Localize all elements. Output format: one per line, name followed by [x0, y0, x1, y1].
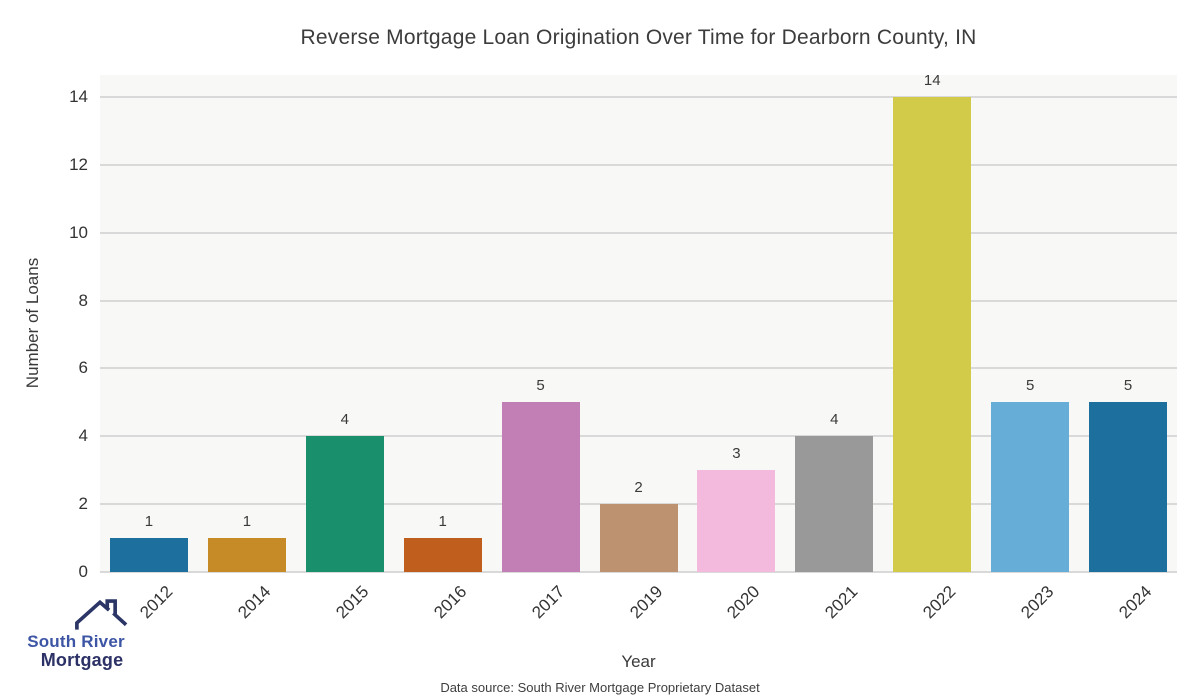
bar-2022	[893, 96, 972, 572]
bar-2023	[991, 402, 1070, 572]
logo-text-line2: Mortgage	[40, 649, 124, 670]
bar-value-label-2015: 4	[340, 411, 349, 429]
brand-logo: South River Mortgage	[16, 598, 136, 670]
xtick-label-2020: 2020	[723, 582, 764, 623]
x-axis-title: Year	[621, 652, 656, 671]
ytick-label-8: 8	[78, 290, 88, 310]
x-axis-line	[100, 571, 1177, 573]
logo-text-line1: South River	[27, 632, 125, 651]
gridline-y-10	[100, 231, 1177, 234]
xtick-label-2023: 2023	[1017, 582, 1058, 623]
xtick-label-2022: 2022	[919, 582, 960, 623]
ytick-label-12: 12	[69, 154, 88, 174]
bar-2014	[207, 538, 286, 572]
chart-title: Reverse Mortgage Loan Origination Over T…	[300, 26, 977, 49]
bar-2024	[1089, 402, 1168, 572]
bar-2015	[305, 436, 384, 572]
ytick-label-10: 10	[69, 222, 88, 242]
ytick-label-14: 14	[69, 86, 88, 106]
bar-value-label-2024: 5	[1123, 377, 1133, 395]
bar-2021	[795, 436, 874, 572]
ytick-label-6: 6	[78, 358, 88, 378]
xtick-label-2017: 2017	[527, 582, 569, 623]
ytick-label-2: 2	[78, 494, 88, 514]
bar-2012	[109, 538, 188, 572]
bar-value-label-2019: 2	[634, 479, 643, 497]
gridline-y-6	[100, 367, 1177, 370]
xtick-label-2016: 2016	[429, 582, 471, 623]
plot-area: 1 1 4 1 5 2 3 4 14 5 5	[100, 71, 1177, 573]
xtick-label-2012: 2012	[136, 582, 177, 623]
bar-value-label-2017: 5	[536, 377, 545, 395]
ytick-label-4: 4	[78, 426, 88, 446]
bar-2019	[599, 504, 678, 572]
bar-value-label-2014: 1	[242, 513, 252, 531]
xtick-label-2021: 2021	[821, 582, 862, 623]
bar-2020	[697, 470, 776, 572]
bar-value-label-2020: 3	[732, 445, 741, 463]
xtick-label-2024: 2024	[1115, 582, 1156, 623]
bar-2017	[501, 402, 580, 572]
ytick-label-0: 0	[78, 562, 88, 581]
bar-value-label-2021: 4	[830, 411, 839, 429]
bar-value-label-2022: 14	[923, 71, 941, 89]
house-roof-icon	[75, 599, 128, 630]
bar-2016	[403, 538, 482, 572]
xtick-label-2019: 2019	[625, 582, 666, 623]
xtick-label-2014: 2014	[234, 582, 275, 623]
gridline-y-4	[100, 435, 1177, 438]
xtick-label-2015: 2015	[332, 582, 373, 623]
gridline-y-12	[100, 163, 1177, 166]
bar-value-label-2012: 1	[144, 513, 154, 531]
gridline-y-8	[100, 299, 1177, 302]
gridline-y-14	[100, 95, 1177, 98]
bar-value-label-2016: 1	[438, 513, 447, 531]
bar-value-label-2023: 5	[1025, 377, 1035, 395]
data-source-note: Data source: South River Mortgage Propri…	[440, 680, 760, 695]
